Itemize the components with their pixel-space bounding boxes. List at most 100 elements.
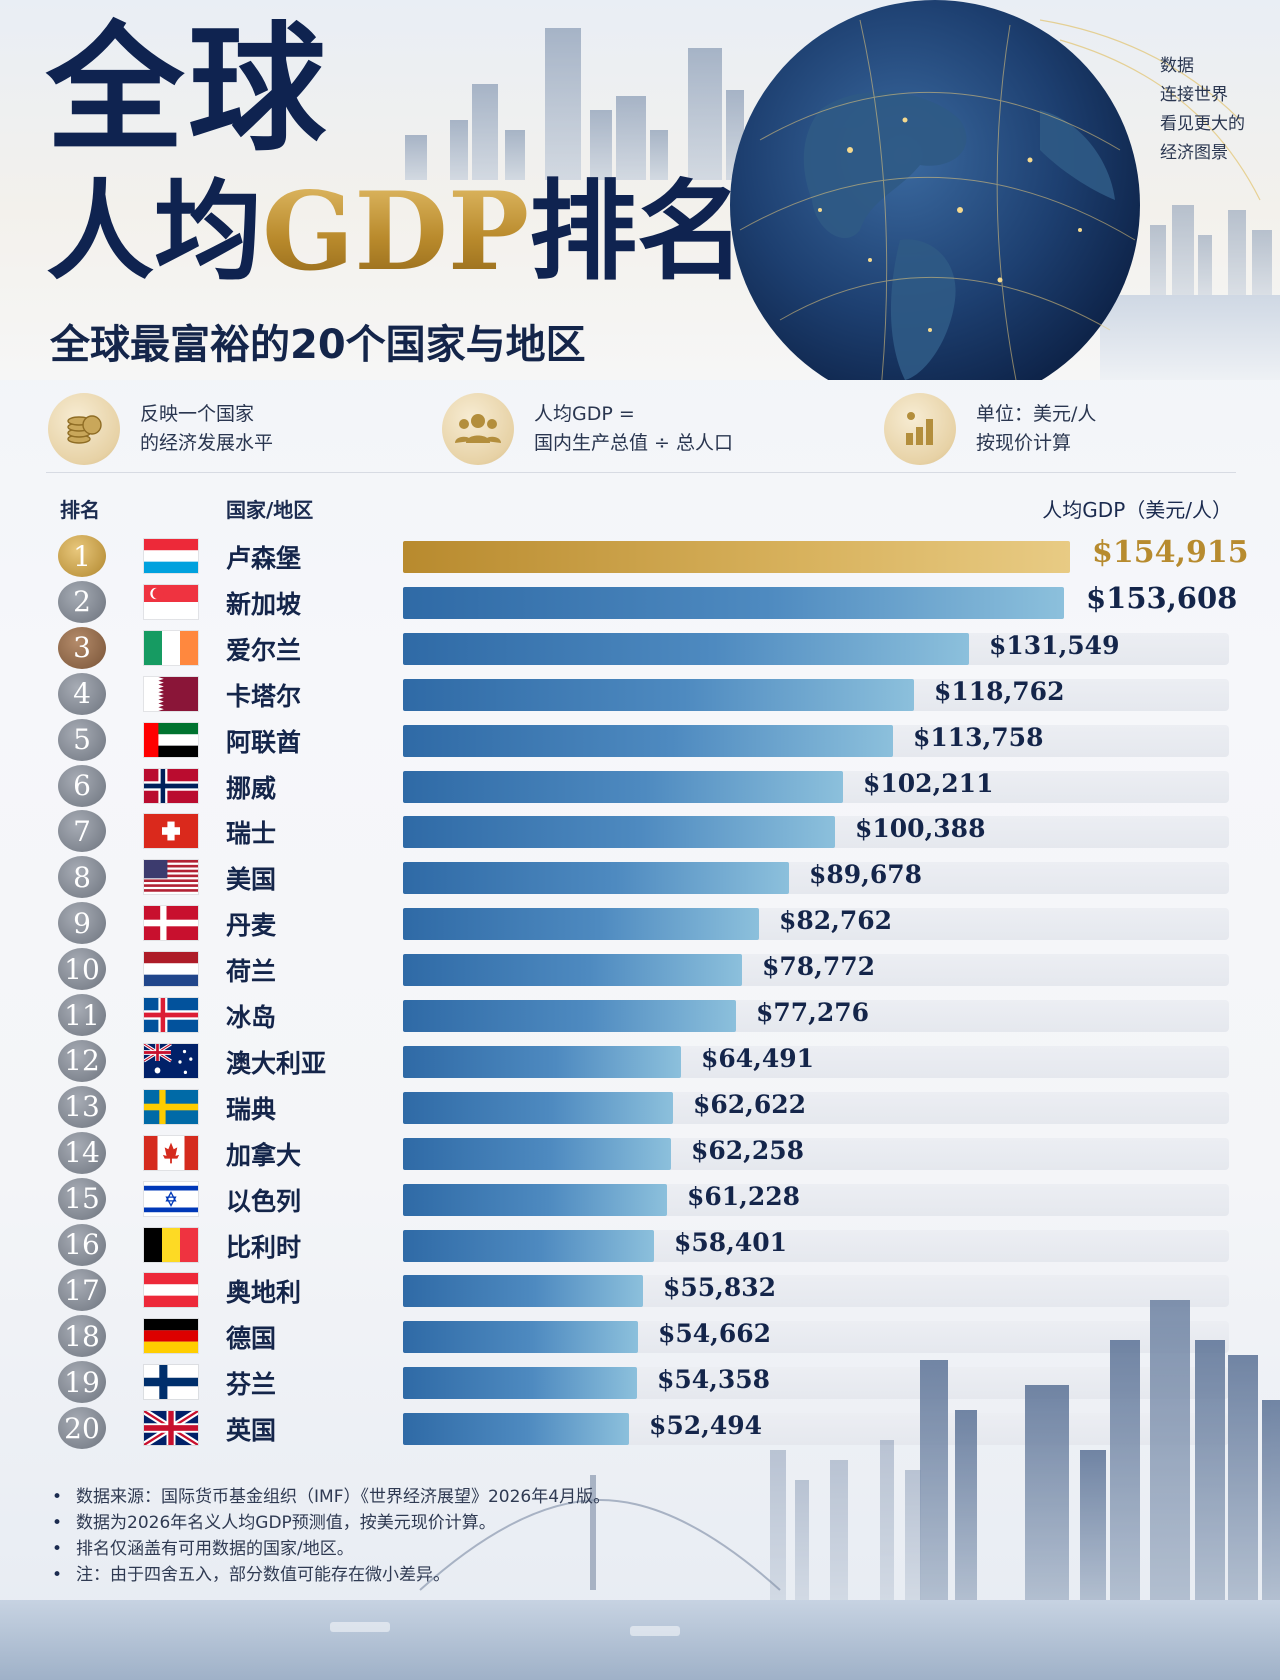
value-label: $62,258 xyxy=(691,1135,805,1165)
flag-norway-icon xyxy=(144,768,198,803)
info-text: 国内生产总值 ÷ 总人口 xyxy=(534,432,733,454)
rank-badge: 20 xyxy=(58,1407,106,1450)
coins-icon xyxy=(48,393,120,465)
country-name: 挪威 xyxy=(226,773,277,803)
value-label: $131,549 xyxy=(989,630,1120,660)
flag-ireland-icon xyxy=(144,630,198,665)
rank-badge: 5 xyxy=(58,718,106,761)
flag-usa-icon xyxy=(144,860,198,895)
tagline-line: 看见更大的 xyxy=(1160,114,1245,134)
bar xyxy=(403,1000,736,1032)
rank-badge: 3 xyxy=(58,626,106,669)
column-header-rank: 排名 xyxy=(60,498,100,522)
rank-badge: 4 xyxy=(58,672,106,715)
value-label: $58,401 xyxy=(674,1227,788,1257)
value-label: $78,772 xyxy=(762,952,876,982)
country-name: 奥地利 xyxy=(226,1278,302,1308)
column-header-value: 人均GDP（美元/人） xyxy=(1042,498,1232,522)
page-title-prefix: 人均 xyxy=(46,169,263,295)
country-name: 德国 xyxy=(226,1324,277,1354)
value-label: $61,228 xyxy=(687,1181,801,1211)
page-subtitle: 全球最富裕的20个国家与地区 xyxy=(50,322,586,368)
table-row: 5 阿联酋 $113,758 xyxy=(0,718,1280,761)
flag-germany-icon xyxy=(144,1319,198,1354)
value-label: $52,494 xyxy=(649,1411,763,1441)
footer-skyline-illustration xyxy=(0,1300,1280,1680)
table-row: 8 美国 $89,678 xyxy=(0,856,1280,899)
rank-badge: 2 xyxy=(58,580,106,623)
flag-israel-icon xyxy=(144,1181,198,1216)
bar xyxy=(403,1367,637,1400)
table-row: 6 挪威 $102,211 xyxy=(0,764,1280,807)
country-name: 加拿大 xyxy=(226,1140,302,1170)
tagline-line: 数据 xyxy=(1160,56,1194,76)
value-label: $62,622 xyxy=(693,1089,807,1119)
table-row: 13 瑞典 $62,622 xyxy=(0,1085,1280,1128)
info-item-unit: 单位：美元/人 按现价计算 xyxy=(884,390,1096,468)
rank-badge: 9 xyxy=(58,902,106,945)
table-row: 17 奥地利 $55,832 xyxy=(0,1269,1280,1312)
footnote: 数据来源：国际货币基金组织（IMF）《世界经济展望》2026年4月版。 xyxy=(52,1484,610,1510)
footnote: 注：由于四舍五入，部分数值可能存在微小差异。 xyxy=(52,1562,610,1588)
rank-badge: 14 xyxy=(58,1131,106,1174)
table-row: 2 新加坡 $153,608 xyxy=(0,580,1280,623)
flag-finland-icon xyxy=(144,1365,198,1400)
country-name: 以色列 xyxy=(226,1186,302,1216)
value-label: $113,758 xyxy=(913,722,1044,752)
value-label: $154,915 xyxy=(1092,535,1249,570)
country-name: 丹麦 xyxy=(226,911,277,941)
tagline: 数据 连接世界 看见更大的 经济图景 xyxy=(1160,52,1245,168)
country-name: 新加坡 xyxy=(226,589,302,619)
bar xyxy=(403,770,843,803)
column-header-country: 国家/地区 xyxy=(226,498,314,522)
value-label: $100,388 xyxy=(855,814,986,844)
value-label: $82,762 xyxy=(779,906,893,936)
bar xyxy=(403,1091,673,1124)
table-row: 19 芬兰 $54,358 xyxy=(0,1361,1280,1404)
rank-badge: 6 xyxy=(58,764,106,807)
table-row: 16 比利时 $58,401 xyxy=(0,1223,1280,1266)
info-item-formula: 人均GDP = 国内生产总值 ÷ 总人口 xyxy=(442,390,733,468)
rank-badge: 10 xyxy=(58,948,106,991)
value-label: $64,491 xyxy=(701,1043,815,1073)
country-name: 荷兰 xyxy=(226,957,277,987)
table-row: 11 冰岛 $77,276 xyxy=(0,994,1280,1036)
country-name: 芬兰 xyxy=(226,1370,277,1400)
flag-qatar-icon xyxy=(144,676,198,711)
table-row: 12 澳大利亚 $64,491 xyxy=(0,1039,1280,1082)
info-text: 单位：美元/人 xyxy=(976,403,1097,425)
value-label: $102,211 xyxy=(863,768,994,798)
table-row: 10 荷兰 $78,772 xyxy=(0,948,1280,991)
page-title-line1: 全球 xyxy=(46,7,331,170)
table-row: 3 爱尔兰 $131,549 xyxy=(0,626,1280,669)
bar xyxy=(403,724,893,757)
flag-netherlands-icon xyxy=(144,952,198,987)
country-name: 澳大利亚 xyxy=(226,1048,327,1078)
flag-uk-icon xyxy=(144,1411,198,1446)
info-text: 按现价计算 xyxy=(976,432,1072,454)
rank-badge: 13 xyxy=(58,1085,106,1128)
rank-badge: 19 xyxy=(58,1361,106,1404)
country-name: 卢森堡 xyxy=(226,544,302,573)
page-title-line2: 人均GDP排名 xyxy=(46,172,745,292)
bar xyxy=(403,1183,667,1216)
table-row: 18 德国 $54,662 xyxy=(0,1315,1280,1358)
bar xyxy=(403,862,789,895)
table-row: 15 以色列 $61,228 xyxy=(0,1177,1280,1220)
flag-austria-icon xyxy=(144,1273,198,1308)
footnotes: 数据来源：国际货币基金组织（IMF）《世界经济展望》2026年4月版。 数据为2… xyxy=(52,1484,610,1588)
bar xyxy=(403,1045,681,1078)
people-icon xyxy=(442,393,514,465)
bar xyxy=(403,586,1064,619)
flag-australia-icon xyxy=(144,1043,198,1078)
country-name: 瑞典 xyxy=(226,1094,277,1124)
tagline-line: 经济图景 xyxy=(1160,143,1228,163)
flag-switzerland-icon xyxy=(144,814,198,849)
footnote: 数据为2026年名义人均GDP预测值，按美元现价计算。 xyxy=(52,1510,610,1536)
value-label: $54,662 xyxy=(658,1319,772,1349)
country-name: 卡塔尔 xyxy=(226,681,302,711)
bar xyxy=(403,954,742,987)
table-row: 1 卢森堡 $154,915 xyxy=(0,535,1280,577)
bar xyxy=(403,816,835,849)
